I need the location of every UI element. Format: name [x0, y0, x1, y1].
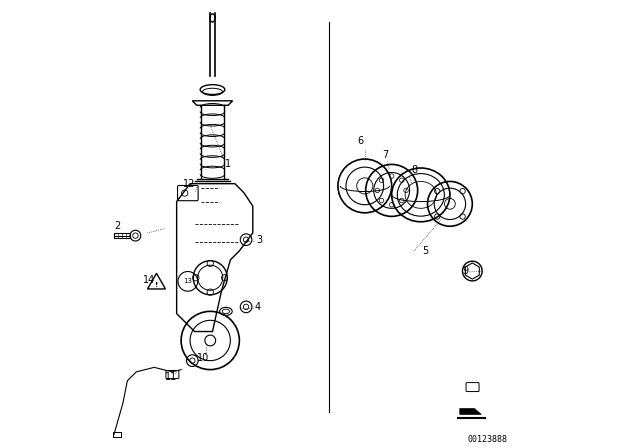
- Bar: [114, 233, 130, 238]
- Text: 10: 10: [197, 353, 210, 363]
- Text: !: !: [155, 282, 158, 289]
- Text: 11: 11: [165, 372, 177, 382]
- Bar: [113, 432, 121, 437]
- Text: 8: 8: [411, 165, 417, 175]
- Text: 2: 2: [115, 221, 120, 231]
- Text: 00123888: 00123888: [468, 435, 508, 444]
- Polygon shape: [460, 409, 481, 414]
- Text: 13: 13: [183, 278, 193, 284]
- Text: 6: 6: [357, 136, 364, 146]
- Text: 1: 1: [225, 159, 231, 168]
- Text: 14: 14: [143, 275, 155, 285]
- Text: 7: 7: [382, 150, 388, 159]
- Text: 12: 12: [183, 179, 195, 189]
- Text: 3: 3: [257, 235, 262, 245]
- Text: 4: 4: [254, 302, 260, 312]
- Text: 9: 9: [463, 266, 468, 276]
- Text: 5: 5: [422, 246, 428, 256]
